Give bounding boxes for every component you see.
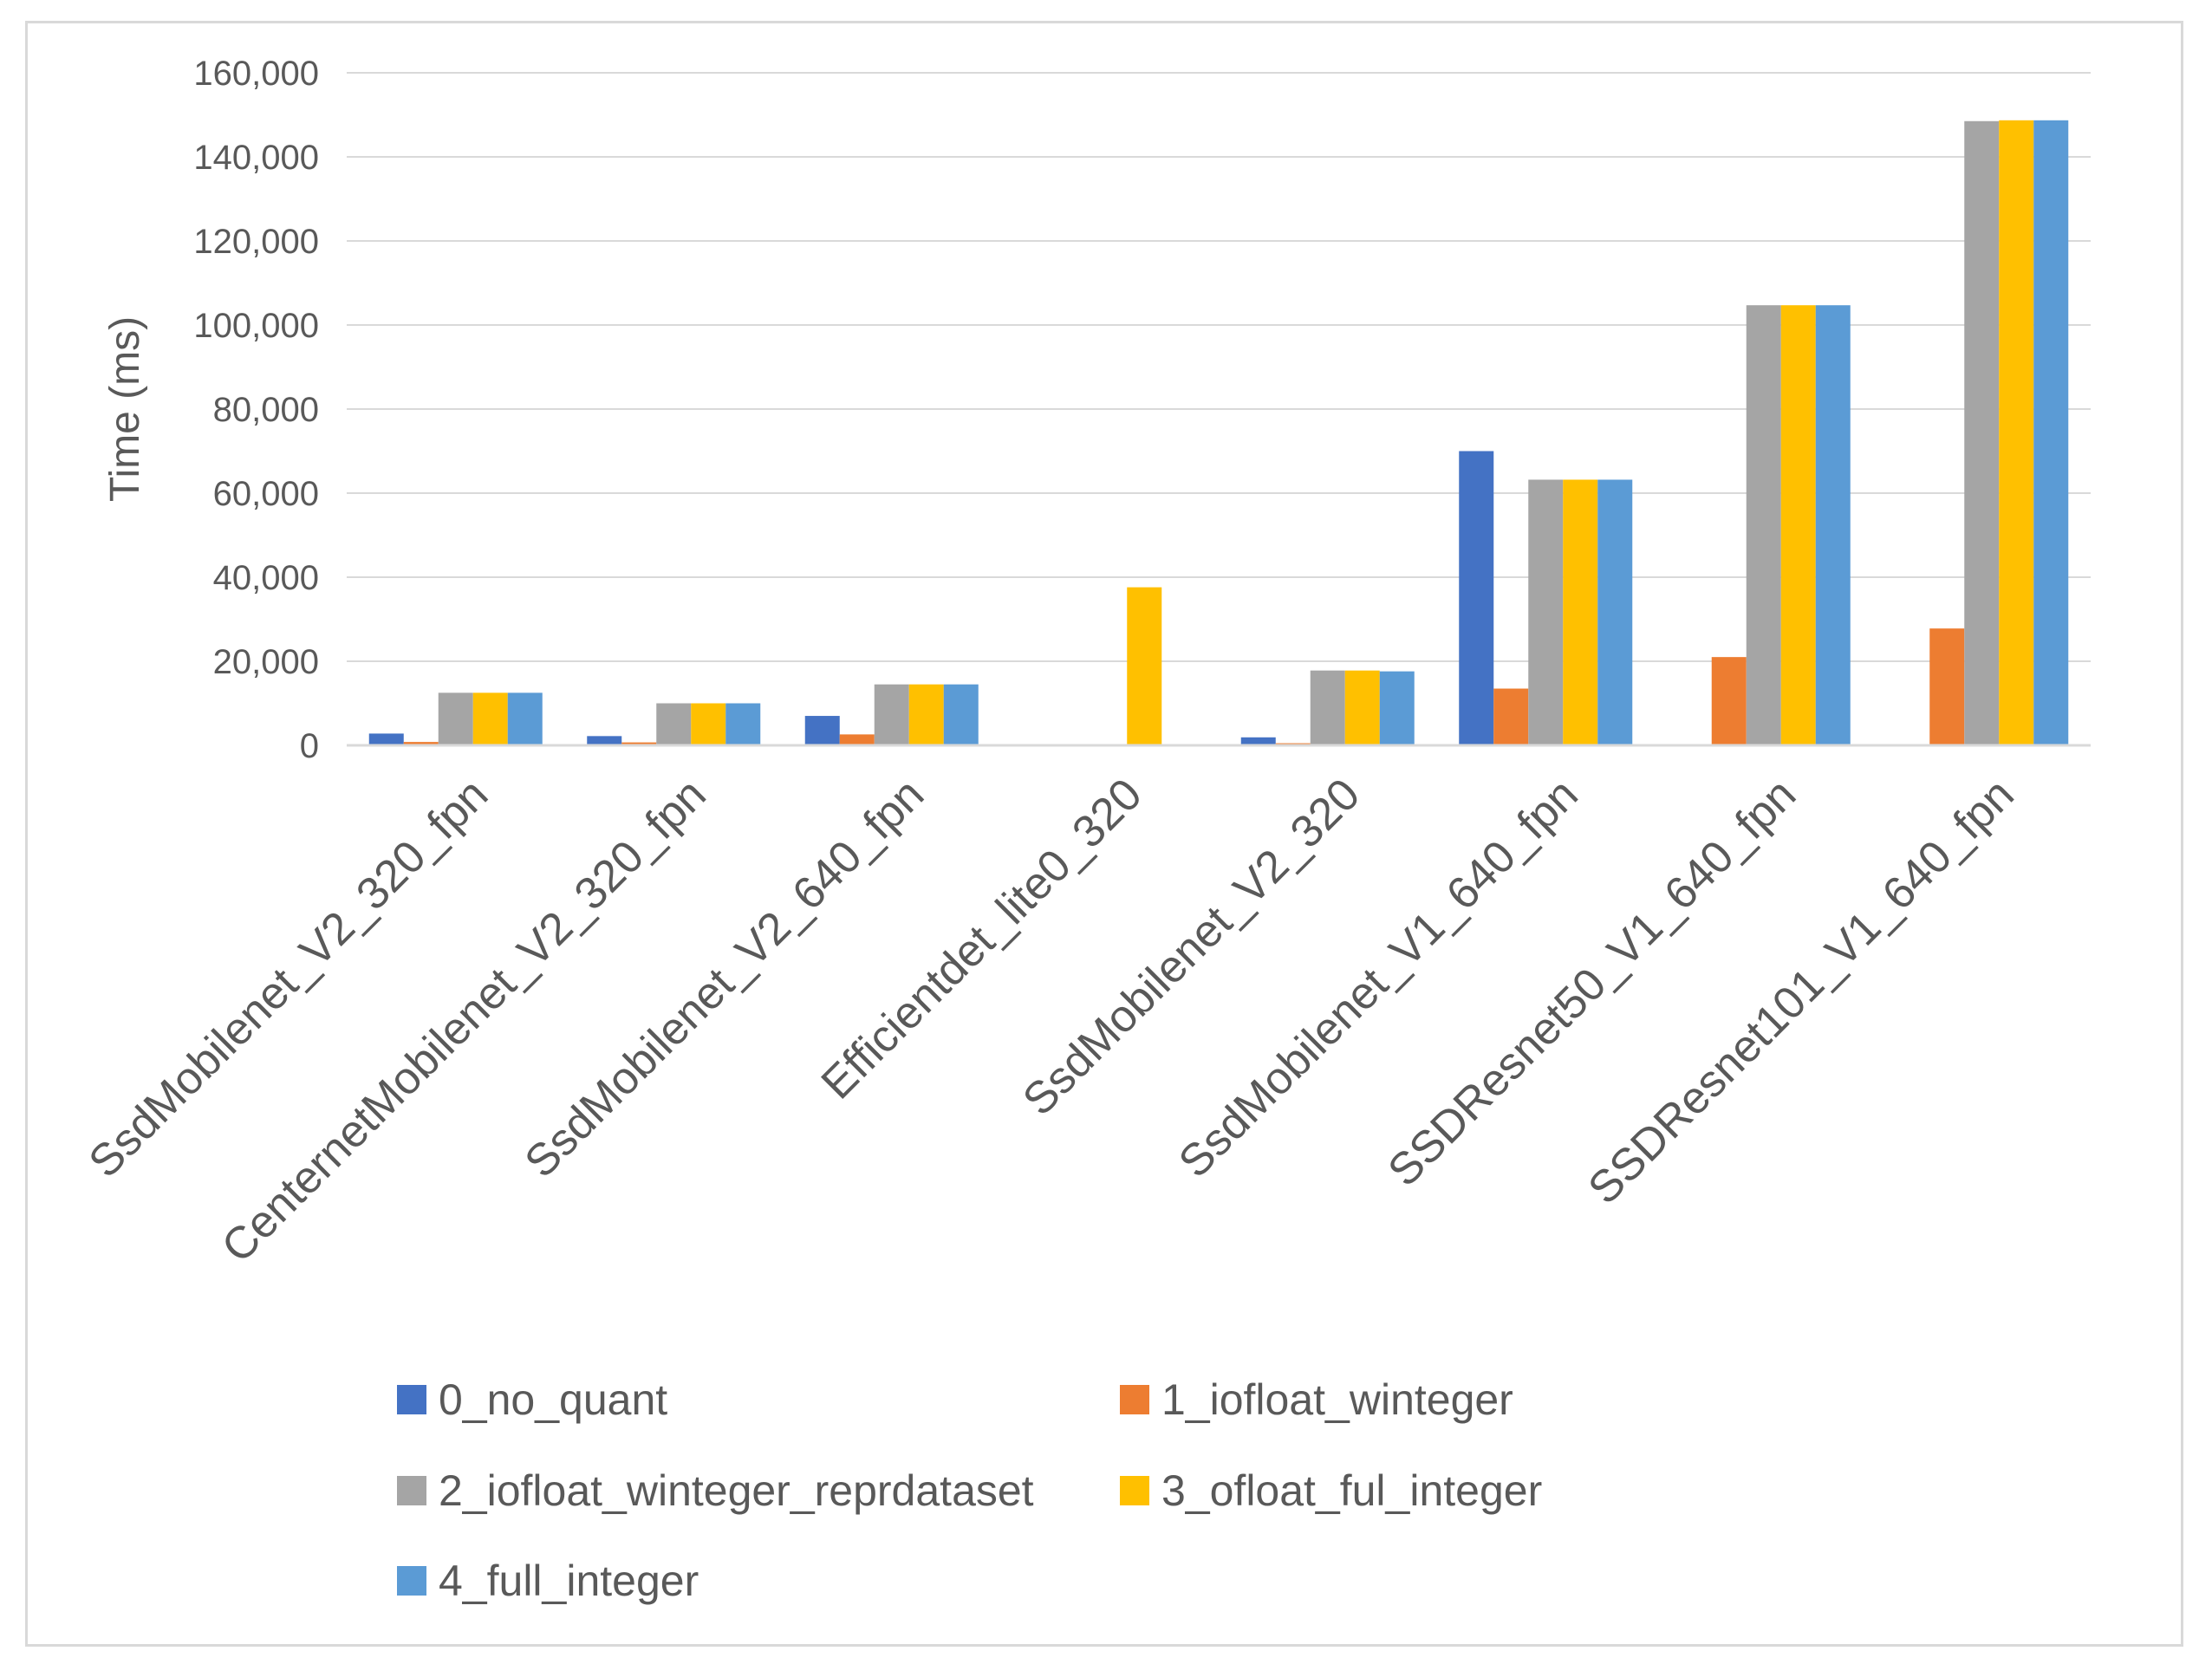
bar-2-iofloat-winteger-reprdataset-5[interactable]	[1528, 479, 1564, 745]
y-tick-label: 80,000	[213, 391, 319, 429]
bar-3-ofloat-ful-integer-7[interactable]	[1999, 120, 2034, 745]
legend-swatch-1	[1120, 1385, 1149, 1414]
bar-4-full-integer-2[interactable]	[943, 684, 979, 745]
x-category-label: SsdMobilenet_V1_640_fpn	[1169, 769, 1588, 1187]
bar-1-iofloat-winteger-1[interactable]	[621, 742, 657, 745]
bar-1-iofloat-winteger-0[interactable]	[403, 742, 439, 745]
bar-2-iofloat-winteger-reprdataset-7[interactable]	[1964, 120, 2000, 745]
legend-label-4: 4_full_integer	[439, 1557, 699, 1605]
bar-4-full-integer-4[interactable]	[1379, 671, 1415, 745]
legend-label-3: 3_ofloat_ful_integer	[1161, 1466, 1542, 1515]
bar-4-full-integer-1[interactable]	[725, 703, 761, 746]
bar-0-no-quant-1[interactable]	[587, 736, 622, 745]
bars	[368, 120, 2069, 746]
x-category-label: CenternetMobilenet_V2_320_fpn	[212, 769, 716, 1272]
bar-2-iofloat-winteger-reprdataset-6[interactable]	[1746, 305, 1781, 745]
legend-swatch-3	[1120, 1476, 1149, 1505]
bar-2-iofloat-winteger-reprdataset-4[interactable]	[1310, 670, 1345, 745]
bar-2-iofloat-winteger-reprdataset-0[interactable]	[438, 692, 473, 745]
bar-3-ofloat-ful-integer-5[interactable]	[1563, 479, 1598, 745]
legend-label-2: 2_iofloat_winteger_reprdataset	[439, 1466, 1034, 1515]
bar-2-iofloat-winteger-reprdataset-1[interactable]	[656, 703, 692, 746]
bar-4-full-integer-5[interactable]	[1597, 479, 1633, 745]
bar-4-full-integer-7[interactable]	[2033, 120, 2069, 745]
bar-0-no-quant-0[interactable]	[368, 733, 404, 745]
y-tick-label: 40,000	[213, 559, 319, 597]
x-category-label: SsdMobilenet_V2_640_fpn	[516, 769, 934, 1187]
bar-3-ofloat-ful-integer-4[interactable]	[1344, 670, 1380, 745]
legend-swatch-2	[397, 1476, 426, 1505]
bar-1-iofloat-winteger-7[interactable]	[1929, 628, 1965, 745]
bar-1-iofloat-winteger-5[interactable]	[1493, 688, 1529, 745]
y-tick-label: 60,000	[213, 475, 319, 513]
y-tick-label: 20,000	[213, 643, 319, 681]
x-category-label: SSDResnet101_V1_640_fpn	[1578, 769, 2023, 1213]
legend-label-0: 0_no_quant	[439, 1375, 667, 1424]
legend-swatch-0	[397, 1385, 426, 1414]
bar-3-ofloat-ful-integer-2[interactable]	[908, 684, 944, 745]
chart-frame	[25, 21, 2183, 1647]
y-tick-label: 140,000	[193, 139, 319, 177]
x-category-label: SsdMobilenet_V2_320_fpn	[80, 769, 498, 1187]
bar-1-iofloat-winteger-6[interactable]	[1711, 657, 1747, 745]
bar-4-full-integer-0[interactable]	[507, 692, 543, 745]
bar-0-no-quant-4[interactable]	[1240, 737, 1276, 745]
bar-3-ofloat-ful-integer-0[interactable]	[472, 692, 508, 745]
x-axis-categories: SsdMobilenet_V2_320_fpnCenternetMobilene…	[80, 769, 2024, 1272]
bar-3-ofloat-ful-integer-6[interactable]	[1780, 305, 1816, 745]
y-tick-label: 0	[300, 727, 319, 765]
y-axis-title: Time (ms)	[102, 316, 148, 502]
legend: 0_no_quant 1_iofloat_winteger 2_iofloat_wi…	[397, 1375, 1542, 1605]
y-axis-ticks: 0 20,000 40,000 60,000 80,000 100,000 120,000 1…	[193, 55, 319, 765]
legend-label-1: 1_iofloat_winteger	[1161, 1375, 1513, 1424]
bar-3-ofloat-ful-integer-1[interactable]	[691, 703, 726, 746]
x-category-label: SSDResnet50_V1_640_fpn	[1378, 769, 1805, 1196]
y-tick-label: 100,000	[193, 307, 319, 345]
bar-1-iofloat-winteger-2[interactable]	[839, 734, 875, 745]
y-tick-label: 160,000	[193, 55, 319, 93]
bar-3-ofloat-ful-integer-3[interactable]	[1127, 587, 1162, 745]
bar-0-no-quant-5[interactable]	[1459, 451, 1494, 746]
bar-4-full-integer-6[interactable]	[1815, 305, 1851, 745]
bar-2-iofloat-winteger-reprdataset-2[interactable]	[874, 684, 909, 745]
legend-swatch-4	[397, 1566, 426, 1596]
y-tick-label: 120,000	[193, 223, 319, 261]
bar-0-no-quant-2[interactable]	[804, 716, 840, 745]
